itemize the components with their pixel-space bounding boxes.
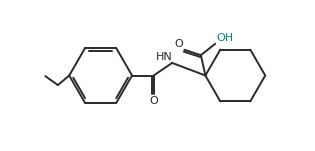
Text: O: O (149, 96, 158, 106)
Text: O: O (174, 39, 183, 49)
Text: OH: OH (216, 33, 233, 43)
Text: HN: HN (156, 52, 172, 62)
